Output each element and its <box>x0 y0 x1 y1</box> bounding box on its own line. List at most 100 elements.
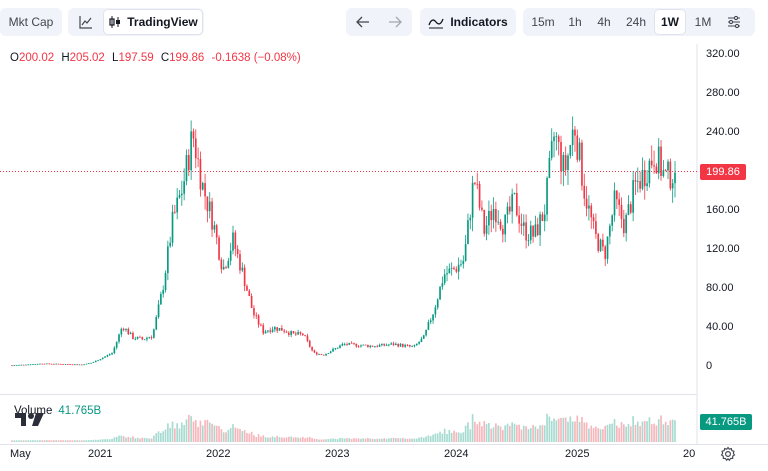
volume-bar <box>508 425 511 442</box>
candle-body <box>399 343 402 347</box>
volume-bar <box>11 440 13 442</box>
volume-bar <box>674 420 676 442</box>
candle-body <box>415 343 418 346</box>
indicators-group: Indicators <box>420 8 516 36</box>
candle-body <box>657 146 660 174</box>
volume-bar <box>629 426 632 442</box>
volume-bar <box>185 419 188 442</box>
volume-bar <box>234 427 237 442</box>
volume-bar <box>634 424 637 442</box>
mkt-cap-button[interactable]: Mkt Cap <box>8 15 54 29</box>
candle-body <box>553 136 555 142</box>
candle-body <box>590 205 593 218</box>
candles-icon <box>109 16 121 28</box>
timeframe-4h[interactable]: 4h <box>597 15 611 29</box>
volume-bar <box>469 429 472 442</box>
volume-bar <box>667 424 669 442</box>
volume-bar <box>385 438 388 442</box>
volume-bar <box>543 425 546 442</box>
volume-bar <box>315 439 318 442</box>
candle-body <box>550 141 553 159</box>
volume-bar <box>227 429 230 442</box>
volume-bar <box>271 436 274 442</box>
candles-tradingview-button[interactable]: TradingView <box>104 10 202 34</box>
volume-bar <box>643 420 646 442</box>
candle-body <box>502 228 504 235</box>
volume-bar <box>609 423 611 442</box>
chart-type-group: TradingView <box>68 8 204 36</box>
volume-bar <box>569 416 572 442</box>
volume-bar <box>369 438 372 442</box>
candle-body <box>413 345 416 347</box>
volume-bar <box>264 437 267 442</box>
volume-bar <box>290 436 292 442</box>
volume-bar <box>174 428 176 442</box>
candle-body <box>411 346 413 348</box>
candle-body <box>646 183 648 187</box>
candle-body <box>490 210 493 221</box>
volume-bar <box>616 425 618 442</box>
timeframe-1h[interactable]: 1h <box>568 15 582 29</box>
volume-bar <box>243 430 246 442</box>
volume-bar <box>197 426 199 442</box>
volume-bar <box>281 437 283 442</box>
volume-bar <box>29 440 32 442</box>
indicators-button[interactable]: Indicators <box>420 10 516 34</box>
volume-bar <box>194 420 197 442</box>
candle-body <box>127 328 130 335</box>
candle-body <box>432 314 434 321</box>
candle-body <box>274 327 276 330</box>
volume-bar <box>120 435 123 442</box>
candle-body <box>467 220 469 245</box>
volume-bar <box>383 438 386 442</box>
volume-bar <box>176 423 179 442</box>
candle-body <box>401 343 404 347</box>
volume-bar <box>606 424 609 442</box>
candle-body <box>243 267 246 286</box>
low-value: 197.59 <box>118 52 154 64</box>
candle-body <box>292 331 295 334</box>
volume-bar <box>92 439 95 442</box>
candle-body <box>113 347 116 354</box>
candle-body <box>527 240 530 242</box>
candle-body <box>420 338 423 343</box>
candle-body <box>378 345 381 347</box>
undo-button[interactable] <box>347 10 379 34</box>
candle-body <box>429 320 432 323</box>
volume-bar <box>625 426 627 442</box>
volume-bar <box>622 424 625 442</box>
candle-body <box>190 131 192 171</box>
volume-bar <box>448 429 451 442</box>
volume-bar <box>322 439 325 442</box>
x-tick-label: May <box>10 448 31 460</box>
candle-body <box>101 357 104 360</box>
candle-body <box>585 198 588 209</box>
volume-bar <box>562 417 565 442</box>
candle-body <box>511 194 513 212</box>
timeframe-15m[interactable]: 15m <box>531 15 555 29</box>
redo-button[interactable] <box>379 10 411 34</box>
candle-body <box>406 344 409 346</box>
volume-bar <box>178 428 181 442</box>
volume-bar <box>127 437 130 442</box>
candle-body <box>122 328 125 330</box>
gear-icon[interactable] <box>720 446 736 462</box>
volume-bar <box>253 435 255 442</box>
candle-body <box>674 172 676 184</box>
chart-settings-button[interactable] <box>719 10 749 34</box>
candle-body <box>569 145 572 156</box>
timeframe-24h[interactable]: 24h <box>625 15 647 29</box>
line-chart-button[interactable] <box>70 10 102 34</box>
volume-bar <box>360 438 362 442</box>
candle-body <box>388 344 390 346</box>
close-value: 199.86 <box>169 52 205 64</box>
candle-body <box>229 250 232 261</box>
candle-body <box>250 295 253 308</box>
candle-body <box>648 160 651 184</box>
volume-bar <box>522 425 525 442</box>
volume-bar <box>655 425 658 442</box>
timeframe-1m[interactable]: 1M <box>694 15 712 29</box>
volume-bar <box>457 432 460 442</box>
timeframe-1w[interactable]: 1W <box>655 10 685 34</box>
